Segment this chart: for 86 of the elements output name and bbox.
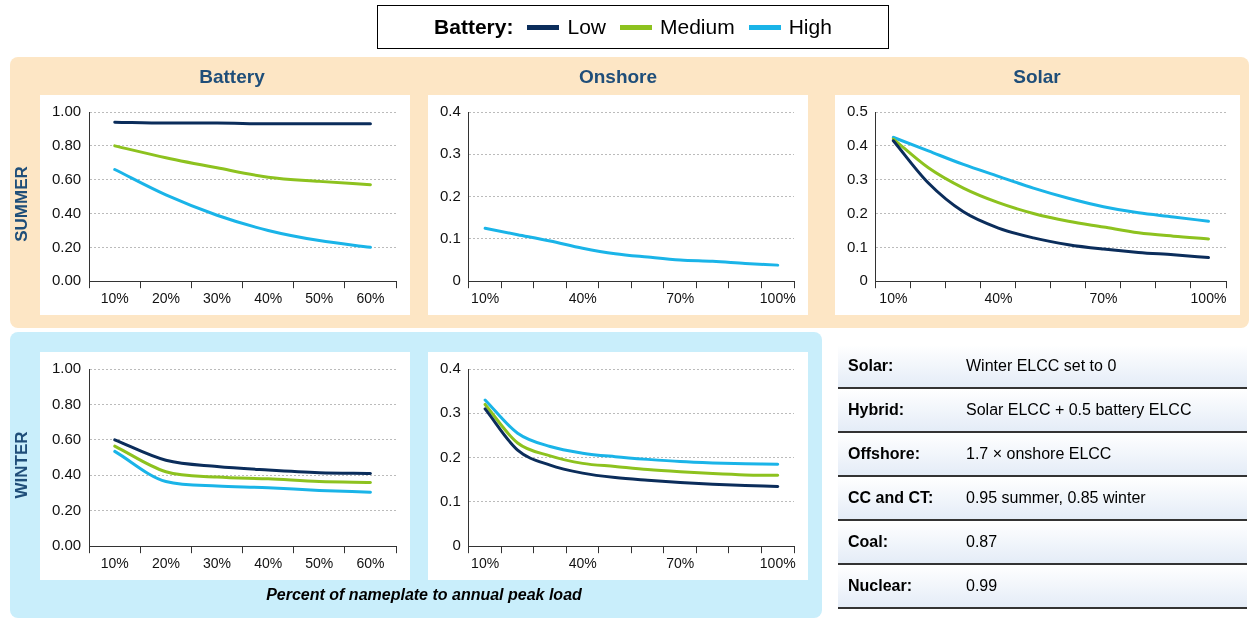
x-tick-label: 100% (1190, 290, 1227, 307)
x-tick-label: 10% (471, 555, 500, 572)
y-tick-label: 0.40 (51, 465, 82, 483)
text: CC and CT: (847, 489, 935, 507)
y-tick-label: 0.5 (846, 102, 868, 120)
line-series (113, 444, 372, 484)
legend-label: High (788, 15, 832, 39)
y-tick-label: 0.80 (51, 135, 82, 153)
y-tick-label: 0.4 (439, 102, 461, 120)
text: Coal: (847, 533, 889, 551)
x-tick-label: 50% (305, 290, 334, 307)
line-series (113, 438, 372, 476)
x-tick-label: 60% (356, 290, 385, 307)
y-tick-label: 0.3 (846, 169, 868, 187)
y-tick-label: 0.1 (846, 237, 868, 255)
x-tick-label: 70% (1089, 290, 1118, 307)
x-tick-label: 10% (100, 290, 129, 307)
line-series (891, 137, 1210, 241)
line-series (483, 398, 780, 466)
x-tick-label: 30% (203, 555, 232, 572)
x-tick-label: 70% (666, 290, 695, 307)
y-tick-label: 0.20 (51, 500, 82, 518)
y-tick-label: 0.3 (439, 144, 461, 162)
text: Offshore: (847, 445, 921, 463)
text: Hybrid: (847, 401, 905, 419)
y-axis-title: SUMMER (12, 165, 32, 244)
text: 0.87 (966, 533, 998, 551)
x-tick-label: 60% (356, 555, 385, 572)
x-tick-label: 50% (305, 555, 334, 572)
y-tick-label: 0.60 (51, 430, 82, 448)
line-series (113, 144, 372, 187)
x-tick-label: 100% (759, 555, 796, 572)
line-series (113, 168, 372, 249)
text: 0.95 summer, 0.85 winter (966, 489, 1146, 507)
chart-title: Battery (198, 66, 266, 88)
y-tick-label: 0.1 (439, 229, 461, 247)
x-tick-label: 40% (568, 555, 597, 572)
y-tick-label: 0.00 (51, 271, 82, 289)
legend-label: Medium (659, 15, 735, 39)
line-series (483, 226, 780, 267)
y-tick-label: 0.2 (439, 186, 461, 204)
x-axis-title: Percent of nameplate to annual peak load (265, 586, 583, 604)
line-series (891, 139, 1210, 260)
text: 1.7 × onshore ELCC (966, 445, 1112, 463)
text: Solar ELCC + 0.5 battery ELCC (966, 401, 1192, 419)
x-tick-label: 40% (254, 290, 283, 307)
y-tick-label: 0 (452, 536, 461, 554)
legend-label: Low (567, 15, 606, 39)
line-series (113, 449, 372, 494)
x-tick-label: 10% (100, 555, 129, 572)
y-tick-label: 0.2 (439, 447, 461, 465)
y-tick-label: 0.60 (51, 169, 82, 187)
x-tick-label: 10% (879, 290, 908, 307)
y-tick-label: 0 (859, 271, 868, 289)
line-series (483, 407, 780, 488)
y-tick-label: 0.20 (51, 237, 82, 255)
y-tick-label: 0 (452, 271, 461, 289)
y-tick-label: 0.80 (51, 394, 82, 412)
y-tick-label: 1.00 (51, 102, 82, 120)
text: Nuclear: (847, 577, 914, 595)
x-tick-label: 20% (151, 555, 180, 572)
line-series (891, 135, 1210, 223)
x-tick-label: 40% (568, 290, 597, 307)
x-tick-label: 20% (151, 290, 180, 307)
x-tick-label: 40% (984, 290, 1013, 307)
y-tick-label: 0.00 (51, 536, 82, 554)
chart-title: Solar (1012, 66, 1062, 88)
x-tick-label: 10% (471, 290, 500, 307)
y-tick-label: 0.4 (439, 359, 461, 377)
text: Winter ELCC set to 0 (966, 357, 1117, 375)
line-series (483, 402, 780, 477)
y-axis-title: WINTER (12, 430, 32, 501)
text: 0.99 (966, 577, 998, 595)
x-tick-label: 40% (254, 555, 283, 572)
x-tick-label: 30% (203, 290, 232, 307)
y-tick-label: 1.00 (51, 359, 82, 377)
y-tick-label: 0.4 (846, 135, 868, 153)
y-tick-label: 0.40 (51, 203, 82, 221)
text: Solar: (847, 357, 895, 375)
x-tick-label: 70% (666, 555, 695, 572)
y-tick-label: 0.2 (846, 203, 868, 221)
y-tick-label: 0.3 (439, 403, 461, 421)
x-tick-label: 100% (759, 290, 796, 307)
y-tick-label: 0.1 (439, 492, 461, 510)
chart-title: Onshore (577, 66, 659, 88)
legend-title: Battery: (434, 15, 514, 39)
